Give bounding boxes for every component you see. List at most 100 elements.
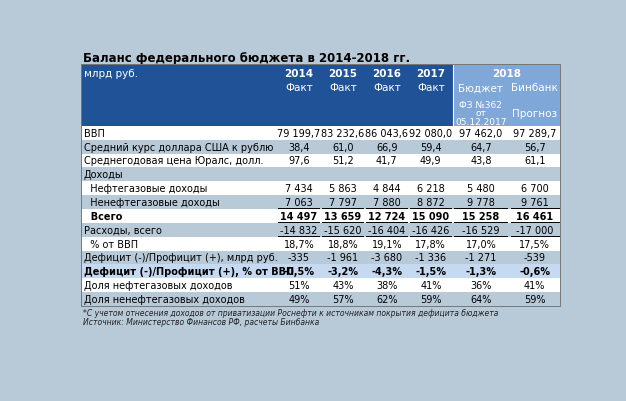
Text: 59%: 59%	[420, 294, 441, 304]
Text: 13 659: 13 659	[324, 211, 361, 221]
Text: Нефтегазовые доходы: Нефтегазовые доходы	[84, 184, 207, 194]
Text: Факт: Факт	[329, 83, 357, 93]
Bar	[81, 168, 560, 182]
Bar	[81, 182, 560, 196]
Text: -17 000: -17 000	[516, 225, 553, 235]
Bar	[81, 154, 560, 168]
Text: -14 832: -14 832	[280, 225, 317, 235]
Bar	[81, 126, 560, 140]
Text: 9 778: 9 778	[467, 198, 495, 207]
Text: Всего: Всего	[84, 211, 122, 221]
Text: 61,0: 61,0	[332, 142, 354, 152]
Bar	[81, 237, 560, 251]
Text: Факт: Факт	[285, 83, 313, 93]
Text: 8 872: 8 872	[417, 198, 444, 207]
Text: Дефицит (-)/Профицит (+), % от ВВП: Дефицит (-)/Профицит (+), % от ВВП	[84, 267, 294, 277]
Text: 66,9: 66,9	[376, 142, 398, 152]
Text: 43%: 43%	[332, 280, 354, 290]
Text: ФЗ №362: ФЗ №362	[459, 101, 502, 109]
Text: -539: -539	[523, 253, 546, 263]
Text: 9 761: 9 761	[521, 198, 548, 207]
Text: 12 724: 12 724	[368, 211, 406, 221]
Text: 41%: 41%	[524, 280, 545, 290]
Bar	[81, 140, 560, 154]
Text: -1,3%: -1,3%	[465, 267, 496, 277]
Text: Факт: Факт	[417, 83, 444, 93]
Text: -0,6%: -0,6%	[519, 267, 550, 277]
Text: ВВП: ВВП	[84, 128, 105, 138]
Text: 2017: 2017	[416, 69, 445, 79]
Text: 18,7%: 18,7%	[284, 239, 314, 249]
Bar	[81, 292, 560, 306]
Text: -15 620: -15 620	[324, 225, 362, 235]
Text: 92 080,0: 92 080,0	[409, 128, 453, 138]
Text: 7 880: 7 880	[373, 198, 401, 207]
Text: 14 497: 14 497	[280, 211, 317, 221]
Text: Источник: Министерство Финансов РФ, расчеты Бинбанка: Источник: Министерство Финансов РФ, расч…	[83, 317, 319, 326]
Text: 6 700: 6 700	[521, 184, 548, 194]
Bar	[81, 196, 560, 209]
Text: 15 090: 15 090	[413, 211, 449, 221]
Text: 2018: 2018	[492, 69, 521, 79]
Text: 4 844: 4 844	[373, 184, 401, 194]
Bar	[453, 65, 560, 126]
Text: 51%: 51%	[288, 280, 310, 290]
Text: 97,6: 97,6	[288, 156, 310, 166]
Text: 05.12.2017: 05.12.2017	[455, 117, 506, 126]
Text: -3 680: -3 680	[371, 253, 403, 263]
Text: 86 043,6: 86 043,6	[366, 128, 408, 138]
Text: 97 462,0: 97 462,0	[459, 128, 503, 138]
Text: 83 232,6: 83 232,6	[321, 128, 364, 138]
Text: 56,7: 56,7	[524, 142, 545, 152]
Text: -1 961: -1 961	[327, 253, 358, 263]
Text: 61,1: 61,1	[524, 156, 545, 166]
Text: млрд руб.: млрд руб.	[84, 69, 138, 79]
Text: Расходы, всего: Расходы, всего	[84, 225, 162, 235]
Text: Среднегодовая цена Юралс, долл.: Среднегодовая цена Юралс, долл.	[84, 156, 263, 166]
Text: 16 461: 16 461	[516, 211, 553, 221]
Text: 2015: 2015	[328, 69, 357, 79]
Text: -16 404: -16 404	[368, 225, 406, 235]
Text: Баланс федерального бюджета в 2014-2018 гг.: Баланс федерального бюджета в 2014-2018 …	[83, 52, 410, 65]
Text: 2014: 2014	[284, 69, 314, 79]
Text: Ненефтегазовые доходы: Ненефтегазовые доходы	[84, 198, 220, 207]
Text: Прогноз: Прогноз	[512, 108, 557, 118]
Text: Факт: Факт	[373, 83, 401, 93]
Text: 17,8%: 17,8%	[416, 239, 446, 249]
Text: 97 289,7: 97 289,7	[513, 128, 557, 138]
Text: 38%: 38%	[376, 280, 398, 290]
Text: 7 797: 7 797	[329, 198, 357, 207]
Text: 62%: 62%	[376, 294, 398, 304]
Bar	[81, 279, 560, 292]
Text: -335: -335	[288, 253, 310, 263]
Text: 2016: 2016	[372, 69, 401, 79]
Text: Бюджет: Бюджет	[458, 83, 503, 93]
Bar	[81, 209, 560, 223]
Text: 5 863: 5 863	[329, 184, 357, 194]
Text: -1 336: -1 336	[415, 253, 446, 263]
Text: 7 063: 7 063	[285, 198, 313, 207]
Text: 36%: 36%	[470, 280, 491, 290]
Text: -1,5%: -1,5%	[415, 267, 446, 277]
Text: Доля нефтегазовых доходов: Доля нефтегазовых доходов	[84, 280, 232, 290]
Text: 41%: 41%	[420, 280, 441, 290]
Text: 64%: 64%	[470, 294, 491, 304]
Text: -16 529: -16 529	[462, 225, 500, 235]
Text: % от ВВП: % от ВВП	[84, 239, 138, 249]
Text: *С учетом отнесения доходов от приватизации Роснефти к источникам покрытия дефиц: *С учетом отнесения доходов от приватиза…	[83, 309, 498, 318]
Text: -4,3%: -4,3%	[371, 267, 403, 277]
Text: 64,7: 64,7	[470, 142, 491, 152]
Text: 18,8%: 18,8%	[327, 239, 358, 249]
Bar	[81, 265, 560, 279]
Text: -3,2%: -3,2%	[327, 267, 358, 277]
Text: 5 480: 5 480	[467, 184, 495, 194]
Text: 17,5%: 17,5%	[519, 239, 550, 249]
Text: Бинбанк: Бинбанк	[511, 83, 558, 93]
Text: 7 434: 7 434	[285, 184, 313, 194]
Bar	[81, 251, 560, 265]
Text: 15 258: 15 258	[462, 211, 500, 221]
Text: 49%: 49%	[288, 294, 309, 304]
Text: 49,9: 49,9	[420, 156, 441, 166]
Text: 57%: 57%	[332, 294, 354, 304]
Text: Доля ненефтегазовых доходов: Доля ненефтегазовых доходов	[84, 294, 245, 304]
